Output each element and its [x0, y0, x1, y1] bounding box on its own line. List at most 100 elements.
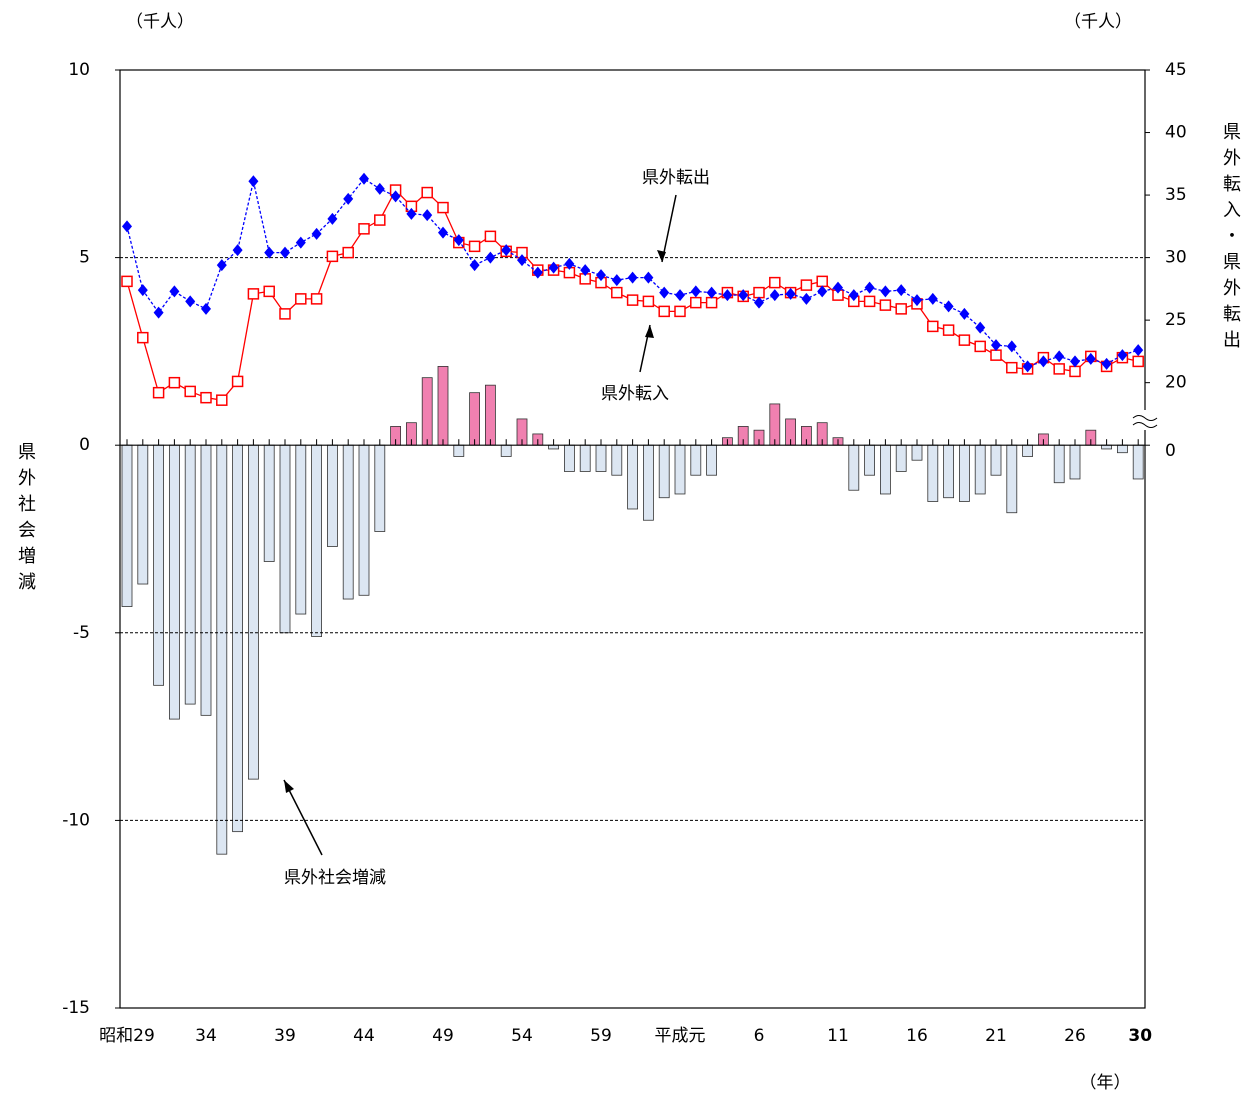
- marker: [279, 308, 291, 320]
- marker: [643, 271, 654, 284]
- data-layer: [121, 366, 1144, 855]
- marker: [343, 192, 354, 205]
- x-tick-label: 16: [906, 1026, 928, 1046]
- marker: [310, 293, 323, 305]
- arrow-head: [645, 325, 654, 338]
- marker: [958, 334, 971, 346]
- bar: [1117, 444, 1128, 454]
- marker: [295, 236, 306, 249]
- marker: [927, 320, 939, 333]
- y2-tick-label: 45: [1165, 60, 1187, 80]
- bar: [848, 444, 860, 491]
- marker: [248, 175, 259, 188]
- marker: [216, 394, 228, 406]
- bar: [437, 366, 449, 446]
- marker: [580, 264, 591, 277]
- marker: [406, 207, 417, 220]
- marker: [358, 223, 370, 235]
- bar: [1132, 444, 1144, 480]
- plot-frame: [119, 69, 1146, 1009]
- marker: [1006, 340, 1017, 353]
- marker: [690, 285, 701, 298]
- marker: [864, 281, 875, 294]
- bar: [500, 444, 512, 457]
- marker: [674, 305, 686, 318]
- x-unit: （年）: [1080, 1073, 1131, 1093]
- y-tick-label: -10: [62, 810, 90, 830]
- y-tick-label: 0: [79, 435, 90, 455]
- marker: [738, 289, 749, 302]
- marker: [912, 294, 922, 307]
- y2-tick-label: 35: [1165, 185, 1187, 205]
- x-tick-label: 34: [195, 1026, 217, 1046]
- bar: [358, 444, 370, 596]
- marker: [216, 259, 227, 272]
- marker: [1101, 357, 1112, 370]
- marker: [327, 212, 338, 225]
- x-tick-label: 39: [274, 1026, 296, 1046]
- bar: [1053, 444, 1065, 484]
- marker: [263, 285, 275, 298]
- bar: [690, 444, 702, 476]
- marker: [152, 386, 165, 399]
- arrow-head: [657, 250, 666, 262]
- bar: [706, 444, 717, 476]
- marker: [1006, 361, 1018, 374]
- marker: [942, 324, 955, 336]
- marker: [722, 289, 733, 302]
- marker: [754, 296, 764, 309]
- marker: [974, 340, 986, 353]
- bar: [1069, 444, 1081, 480]
- marker: [185, 295, 196, 308]
- marker: [1054, 350, 1065, 363]
- marker: [468, 240, 481, 253]
- marker: [705, 296, 718, 309]
- marker: [1070, 355, 1080, 368]
- bar: [611, 444, 623, 476]
- marker: [121, 275, 133, 288]
- x-tick-label: 44: [353, 1026, 375, 1046]
- marker: [280, 246, 290, 259]
- marker: [642, 295, 655, 308]
- marker: [801, 292, 812, 305]
- bar: [279, 444, 291, 634]
- marker: [1132, 355, 1144, 368]
- marker: [769, 276, 781, 289]
- bar: [880, 444, 891, 495]
- marker: [817, 285, 828, 298]
- x-tick-label: 平成元: [655, 1026, 706, 1046]
- bar: [974, 444, 986, 495]
- bar: [484, 384, 496, 446]
- bar: [469, 392, 481, 446]
- marker: [816, 275, 828, 288]
- x-tick-label: 21: [985, 1026, 1007, 1046]
- marker: [184, 385, 196, 398]
- y-unit: （千人）: [126, 12, 194, 32]
- marker: [438, 226, 448, 239]
- break-mark: [1132, 415, 1158, 428]
- x-tick-label: 54: [511, 1026, 533, 1046]
- marker: [895, 303, 907, 315]
- marker: [374, 214, 386, 226]
- marker: [627, 271, 638, 284]
- marker: [232, 244, 243, 257]
- y-tick-label: -15: [62, 998, 90, 1018]
- arrow-head: [284, 780, 294, 793]
- x-tick-label: 30: [1128, 1026, 1152, 1046]
- bar: [184, 444, 196, 705]
- marker: [658, 305, 670, 318]
- y2-tick-label: 25: [1165, 310, 1187, 330]
- marker: [1133, 344, 1144, 357]
- annotations: 県外転出 県外転入 県外社会増減: [283, 168, 710, 888]
- bar: [959, 444, 970, 502]
- bar: [295, 444, 307, 615]
- marker: [564, 257, 575, 270]
- y-tick-label: 5: [79, 248, 90, 268]
- marker: [532, 266, 543, 279]
- marker: [311, 227, 322, 240]
- marker: [421, 186, 433, 199]
- marker: [374, 182, 385, 195]
- marker: [880, 285, 891, 298]
- marker: [484, 230, 497, 243]
- marker: [548, 261, 559, 274]
